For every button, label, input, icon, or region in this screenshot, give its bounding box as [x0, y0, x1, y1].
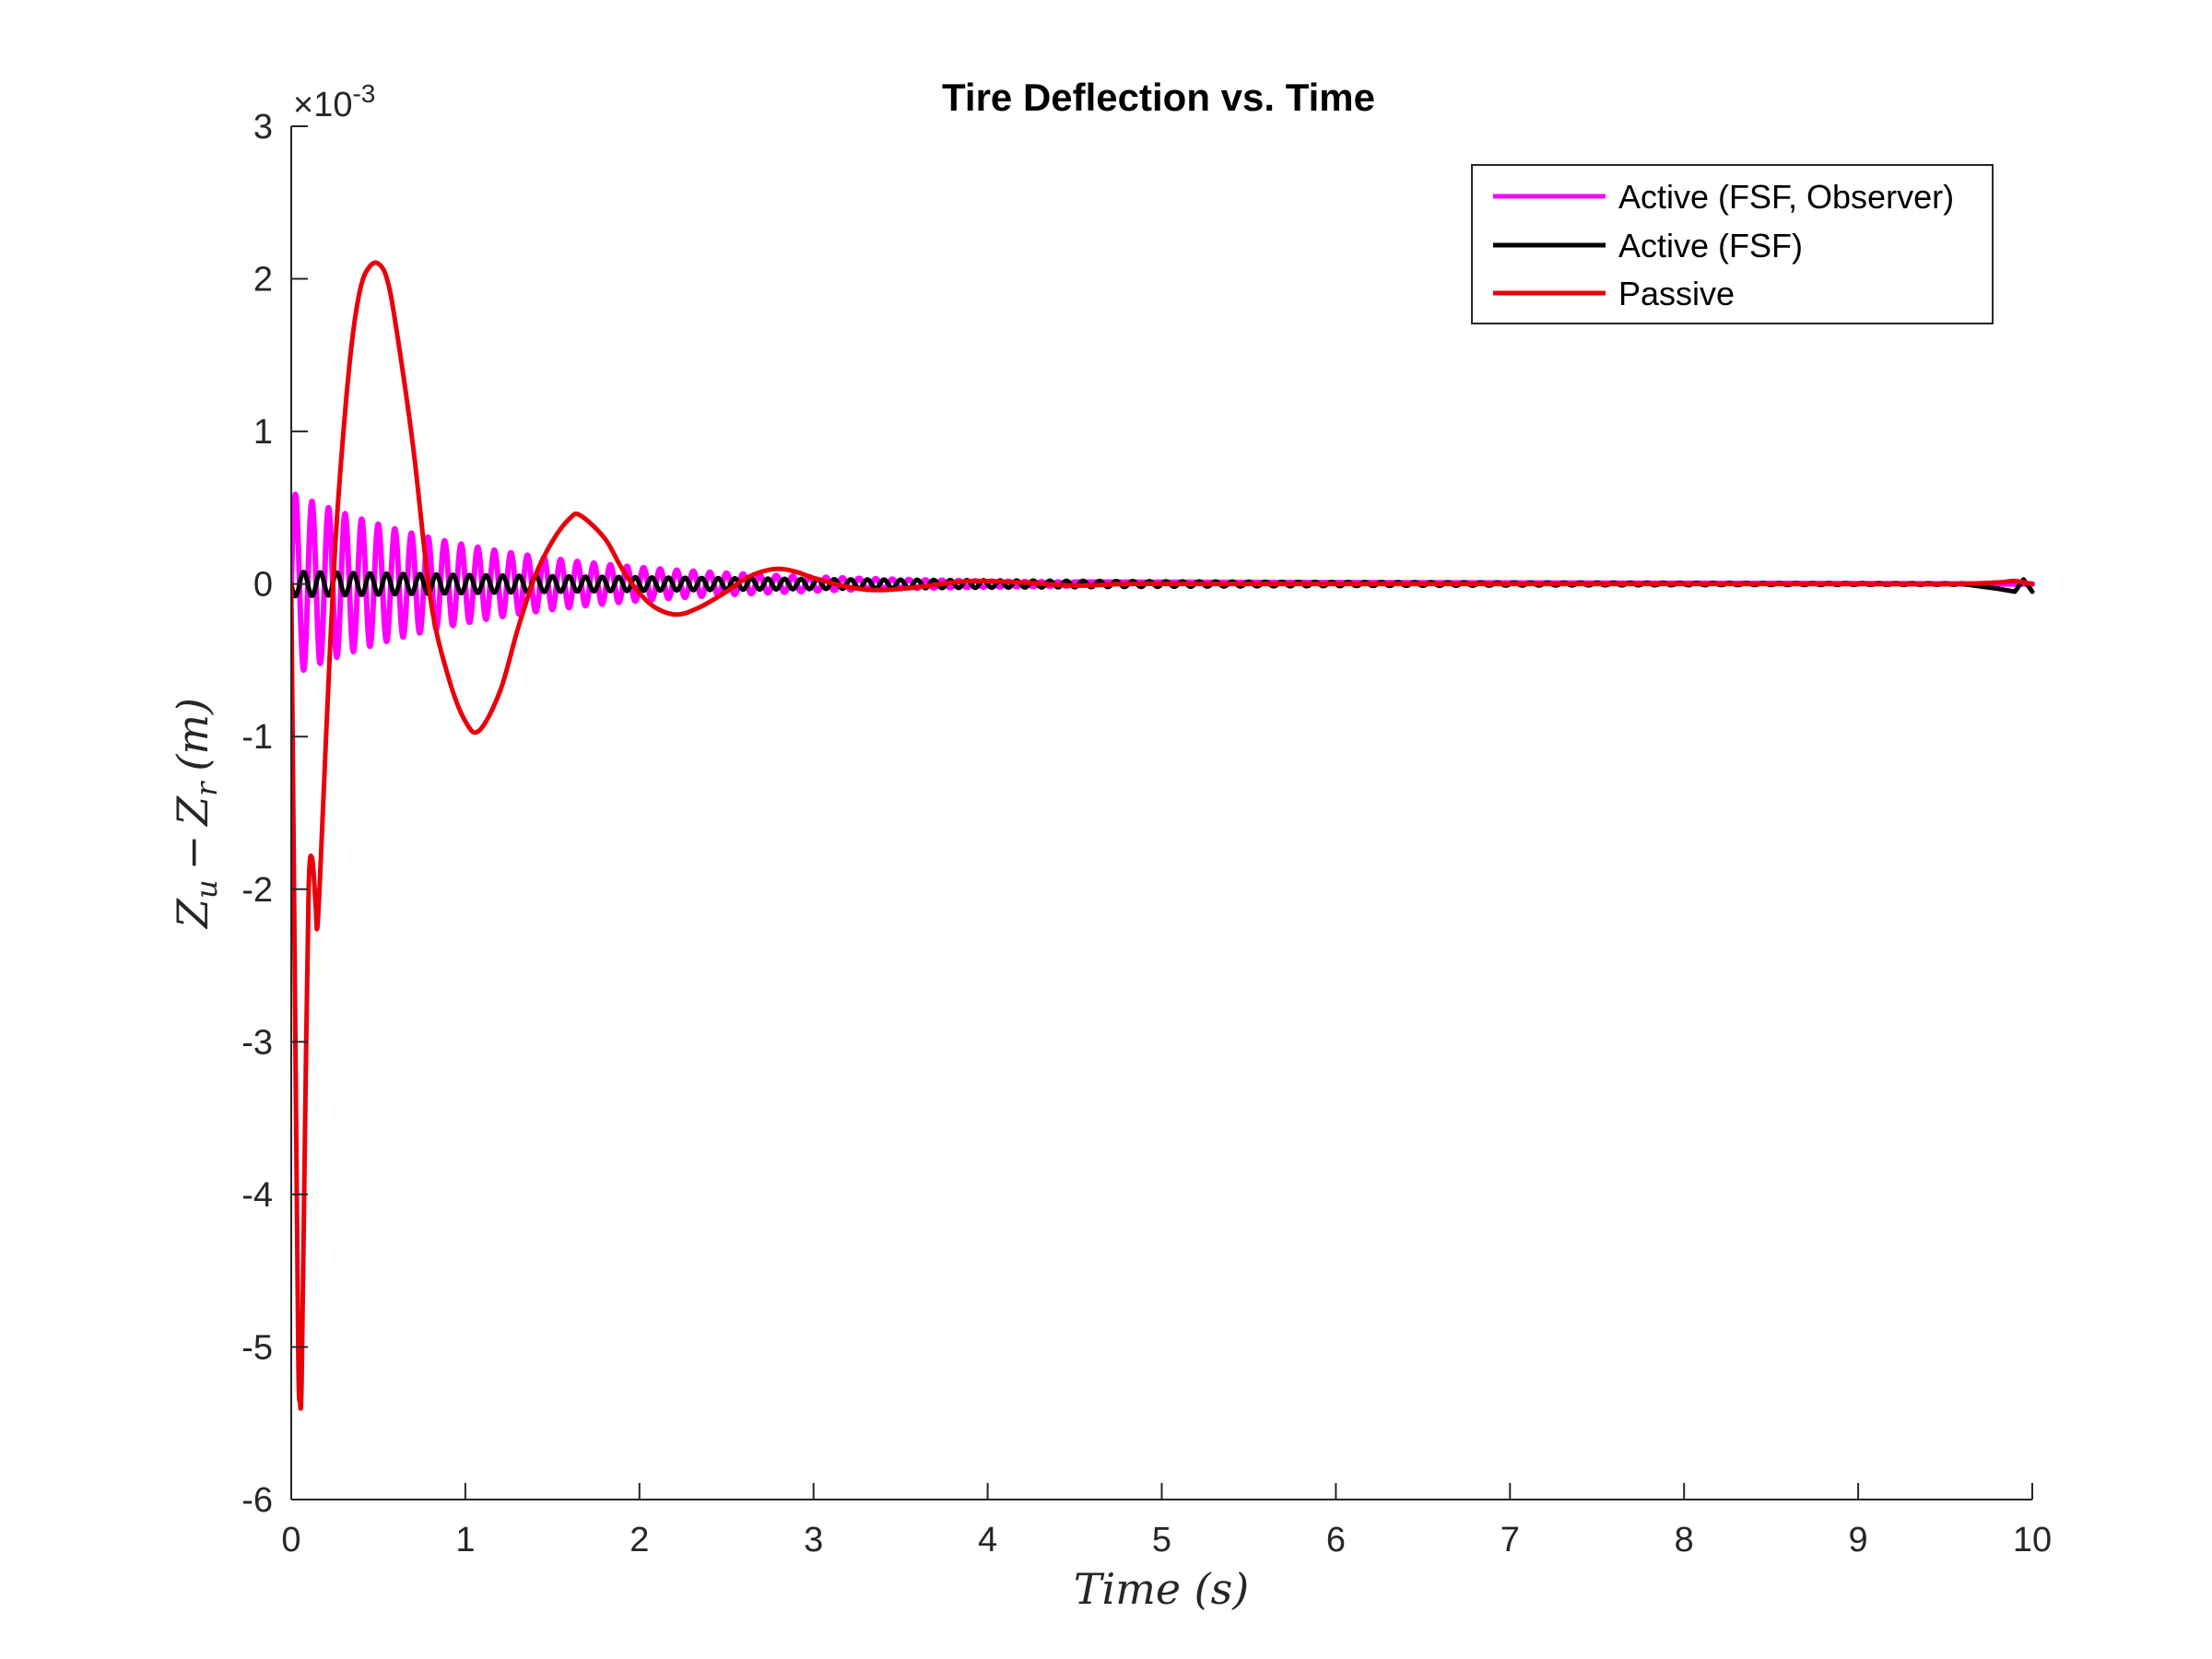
legend: Active (FSF, Observer) Active (FSF) Pass…	[1471, 164, 1994, 324]
x-tick-label: 3	[804, 1521, 823, 1559]
y-tick-label: -2	[241, 871, 273, 910]
legend-label-passive: Passive	[1618, 275, 1735, 312]
x-tick-label: 7	[1500, 1521, 1520, 1559]
y-tick-label: 0	[253, 566, 273, 605]
y-tick-label: -6	[241, 1481, 273, 1520]
y-ticks: 3 2 1 0 -1 -2 -3 -4 -5 -6	[241, 108, 308, 1520]
y-tick-label: 2	[253, 261, 273, 300]
x-tick-label: 2	[629, 1521, 649, 1559]
y-label-minus: −	[168, 835, 218, 871]
y-tick-label: -1	[241, 718, 273, 757]
x-tick-label: 8	[1675, 1521, 1694, 1559]
y-axis-label: Zu − Zr (m)	[168, 698, 224, 930]
x-tick-label: 6	[1326, 1521, 1346, 1559]
x-tick-label: 5	[1152, 1521, 1171, 1559]
y-exponent-base: ×10	[293, 86, 352, 124]
series-line-passive	[291, 260, 2035, 1411]
x-tick-label: 4	[978, 1521, 997, 1559]
y-tick-label: -5	[241, 1328, 273, 1367]
legend-label-observer: Active (FSF, Observer)	[1618, 178, 1954, 216]
legend-label-fsf: Active (FSF)	[1618, 227, 1803, 265]
x-tick-label: 0	[281, 1521, 300, 1559]
y-exponent-power: -3	[352, 79, 375, 108]
y-label-sub2: r	[189, 781, 224, 796]
y-tick-label: 3	[253, 108, 273, 147]
x-tick-label: 1	[455, 1521, 475, 1559]
x-ticks: 0 1 2 3 4 5 6 7 8 9 10	[281, 1483, 2052, 1559]
x-tick-label: 10	[2013, 1521, 2052, 1559]
x-axis-label: Time (s)	[1074, 1564, 1249, 1614]
y-tick-label: -4	[241, 1176, 273, 1215]
y-label-unit: (m)	[168, 698, 218, 771]
y-label-sub1: u	[189, 879, 224, 899]
plot-background	[291, 126, 2032, 1500]
y-exponent-label: ×10-3	[293, 79, 375, 124]
y-tick-label: -3	[241, 1023, 273, 1062]
y-tick-label: 1	[253, 413, 273, 452]
y-label-z1: Z	[168, 898, 218, 930]
series-layer	[291, 260, 2035, 1411]
x-tick-label: 9	[1849, 1521, 1868, 1559]
y-label-z2: Z	[168, 795, 218, 828]
chart-title: Tire Deflection vs. Time	[942, 76, 1375, 119]
